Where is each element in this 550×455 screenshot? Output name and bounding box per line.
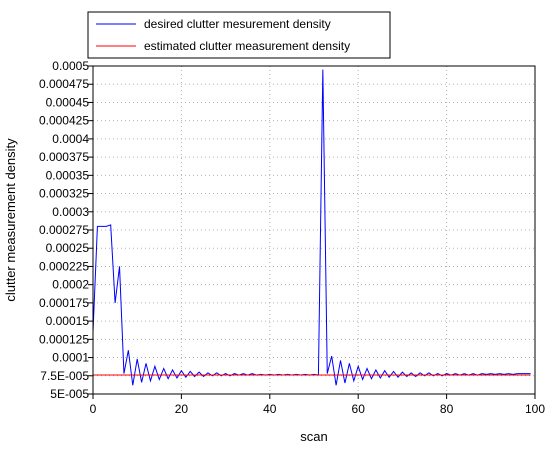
y-tick-label: 0.00015 bbox=[46, 314, 90, 328]
y-tick-label: 0.00025 bbox=[46, 241, 90, 255]
y-tick-label: 5E-005 bbox=[50, 387, 89, 401]
y-tick-label: 0.000475 bbox=[39, 77, 89, 91]
legend-label-estimated: estimated clutter measurement density bbox=[144, 39, 350, 53]
y-tick-label: 0.0003 bbox=[52, 205, 89, 219]
y-tick-label: 7.5E-005 bbox=[40, 369, 89, 383]
legend-box bbox=[87, 11, 391, 59]
y-tick-label: 0.00035 bbox=[46, 168, 90, 182]
series-line-desired bbox=[92, 69, 531, 386]
x-tick-label: 0 bbox=[90, 402, 97, 416]
legend-label-desired: desired clutter mesurement density bbox=[144, 17, 331, 31]
y-tick-label: 0.000275 bbox=[39, 223, 89, 237]
y-axis-ticks: 5E-005 7.5E-005 0.0001 0.000125 0.00015 0.000… bbox=[39, 59, 93, 401]
y-tick-label: 0.000175 bbox=[39, 296, 89, 310]
legend: desired clutter mesurement density estim… bbox=[87, 11, 391, 59]
y-tick-label: 0.0004 bbox=[52, 132, 89, 146]
x-axis-ticks: 0 20 40 60 80 100 bbox=[90, 394, 545, 416]
y-axis-title: clutter measurement density bbox=[3, 138, 18, 302]
y-tick-label: 0.0005 bbox=[52, 59, 89, 73]
x-tick-label: 20 bbox=[175, 402, 189, 416]
y-tick-label: 0.000325 bbox=[39, 187, 89, 201]
y-tick-label: 0.0001 bbox=[52, 351, 89, 365]
series-layer bbox=[92, 69, 531, 386]
x-tick-label: 40 bbox=[263, 402, 277, 416]
y-tick-label: 0.0002 bbox=[52, 278, 89, 292]
y-tick-label: 0.000375 bbox=[39, 150, 89, 164]
x-tick-label: 80 bbox=[440, 402, 454, 416]
grid bbox=[93, 66, 535, 394]
x-tick-label: 60 bbox=[352, 402, 366, 416]
x-axis-title: scan bbox=[300, 429, 327, 444]
y-tick-label: 0.000225 bbox=[39, 259, 89, 273]
y-tick-label: 0.00045 bbox=[46, 95, 90, 109]
y-tick-label: 0.000425 bbox=[39, 114, 89, 128]
x-tick-label: 100 bbox=[525, 402, 545, 416]
y-tick-label: 0.000125 bbox=[39, 332, 89, 346]
